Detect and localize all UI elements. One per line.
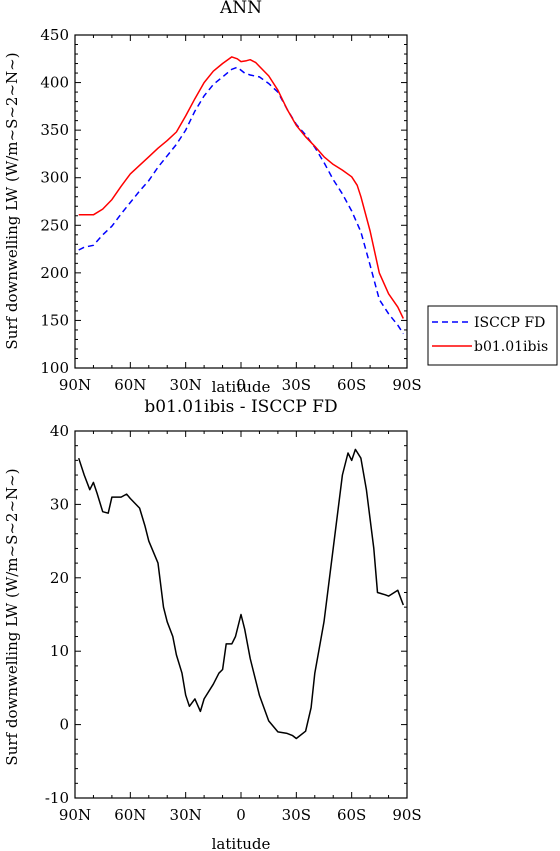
bottom-x-tick-label: 0: [236, 806, 246, 824]
bottom-x-tick-label: 90N: [59, 806, 91, 824]
bottom-y-axis-label: Surf downwelling LW (W/m~S~2~N~): [3, 468, 21, 765]
bottom-series-line-difference: [77, 448, 405, 740]
top-chart-title: ANN: [219, 0, 262, 18]
top-chart-marks: [78, 56, 404, 335]
top-x-axis-label: latitude: [212, 378, 271, 396]
top-x-tick-label: 90N: [59, 376, 91, 394]
bottom-chart-axes: 90N 60N 30N 0 30S 60S 90S -10 0 10 20 30 40: [45, 422, 422, 824]
top-series-line-b01-01ibis: [78, 56, 404, 319]
top-y-tick-label: 350: [40, 121, 69, 139]
bottom-y-tick-label: 0: [59, 716, 69, 734]
top-y-tick-label: 250: [40, 216, 69, 234]
bottom-x-tick-label: 30N: [170, 806, 202, 824]
bottom-chart-title: b01.01ibis - ISCCP FD: [144, 397, 337, 417]
bottom-x-tick-label: 30S: [282, 806, 311, 824]
top-y-tick-label: 450: [40, 26, 69, 44]
bottom-y-tick-label: 10: [50, 642, 69, 660]
top-y-tick-label: 400: [40, 74, 69, 92]
legend-box: [427, 305, 558, 366]
legend: ISCCP FD b01.01ibis: [427, 305, 558, 366]
top-x-tick-label: 90S: [392, 376, 421, 394]
top-y-tick-label: 200: [40, 264, 69, 282]
top-y-tick-label: 150: [40, 311, 69, 329]
bottom-x-axis-label: latitude: [212, 835, 271, 851]
bottom-panel: b01.01ibis - ISCCP FD 90N 60N 30N 0 30S 60S 90…: [3, 397, 422, 851]
top-x-tick-label: 60N: [114, 376, 146, 394]
top-y-tick-label: 300: [40, 169, 69, 187]
top-x-tick-label: 30S: [282, 376, 311, 394]
bottom-y-tick-label: -10: [45, 789, 69, 807]
bottom-chart-marks: [77, 448, 405, 740]
bottom-y-tick-label: 40: [50, 422, 69, 440]
top-x-tick-label: 0: [236, 376, 246, 394]
legend-label-isccp-fd: ISCCP FD: [474, 315, 545, 331]
top-series-line-isccp-fd: [78, 66, 404, 335]
top-plot-frame: [74, 34, 408, 369]
bottom-x-tick-label: 90S: [392, 806, 421, 824]
top-y-axis-label: Surf downwelling LW (W/m~S~2~N~): [3, 52, 21, 349]
top-x-tick-label: 60S: [337, 376, 366, 394]
bottom-y-tick-label: 30: [50, 495, 69, 513]
bottom-y-tick-label: 20: [50, 569, 69, 587]
top-y-tick-label: 100: [40, 359, 69, 377]
legend-label-b01-01ibis: b01.01ibis: [474, 339, 548, 355]
bottom-x-tick-label: 60S: [337, 806, 366, 824]
top-x-tick-label: 30N: [170, 376, 202, 394]
bottom-x-tick-label: 60N: [114, 806, 146, 824]
top-panel: ANN 90N 60N 30N 0 30S 60S 90S 100 150 200 250 300 35…: [3, 0, 422, 396]
top-chart-axes: 90N 60N 30N 0 30S 60S 90S 100 150 200 250 300 350 400…: [40, 26, 421, 394]
